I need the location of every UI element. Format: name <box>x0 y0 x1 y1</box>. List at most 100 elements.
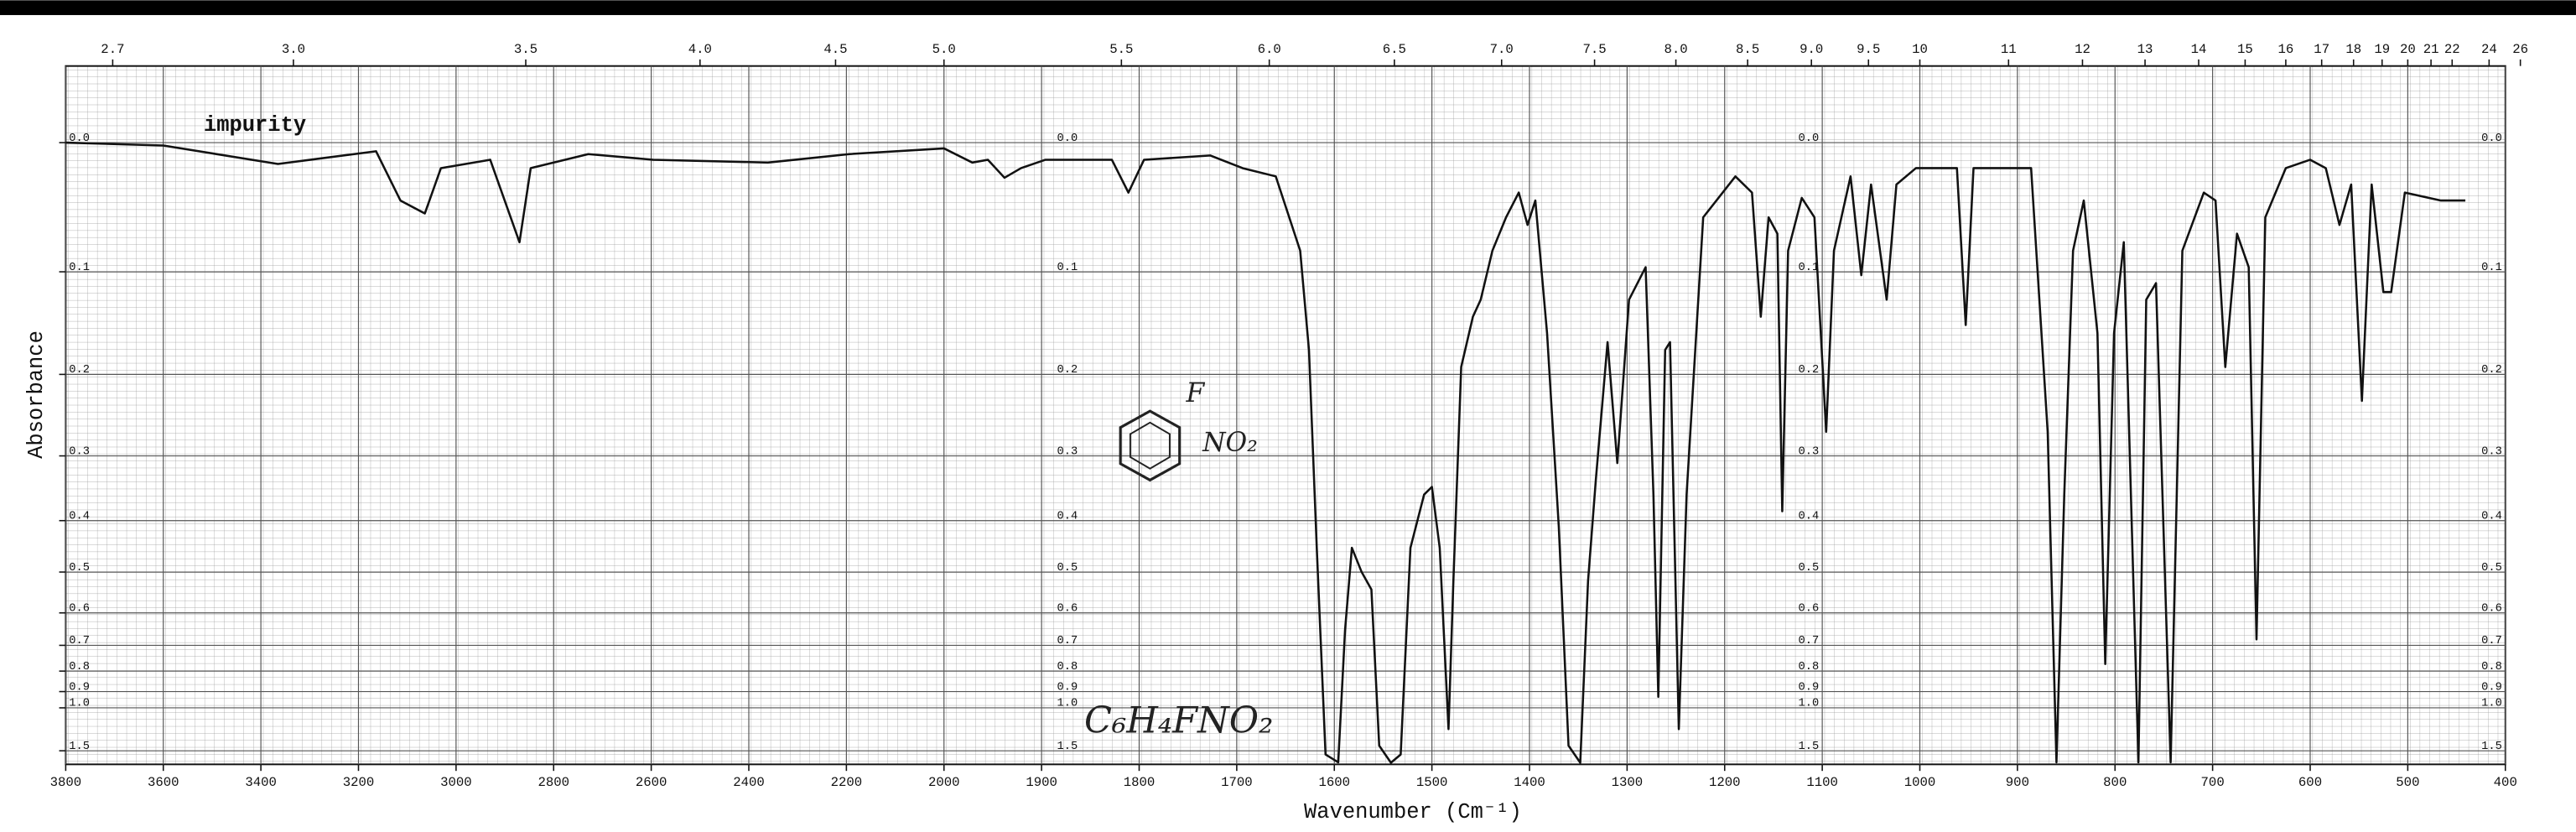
y-tick-label: 0.9 <box>69 681 90 694</box>
x2-tick-label: 17 <box>2314 42 2329 57</box>
benzene-ring <box>1119 409 1182 482</box>
x-tick-label: 500 <box>2396 775 2419 790</box>
x2-tick-label: 10 <box>1912 42 1928 57</box>
y-tick-label: 1.5 <box>69 741 90 753</box>
y-tick-label: 1.5 <box>1057 741 1078 753</box>
y-tick-label: 0.3 <box>1057 445 1078 458</box>
x-tick-label: 1000 <box>1904 775 1936 790</box>
x2-tick-label: 5.0 <box>932 42 956 57</box>
x2-tick-label: 4.0 <box>688 42 712 57</box>
x2-tick-label: 9.0 <box>1800 42 1823 57</box>
x2-tick-label: 7.5 <box>1582 42 1606 57</box>
y-tick-label: 0.6 <box>2481 602 2502 615</box>
y-tick-label: 0.8 <box>1799 661 1820 673</box>
y-tick-label: 0.7 <box>69 635 90 647</box>
x2-tick-label: 5.5 <box>1109 42 1133 57</box>
y-axis-title: Absorbance <box>24 330 49 459</box>
y-tick-label: 0.0 <box>2481 133 2502 145</box>
x2-tick-label: 12 <box>2075 42 2090 57</box>
y-tick-label: 0.3 <box>69 445 90 458</box>
annotation: C₆H₄FNO₂ <box>1084 699 1273 741</box>
y-tick-label: 0.4 <box>1057 510 1078 523</box>
y-tick-label: 0.9 <box>1799 681 1820 694</box>
x-tick-label: 1400 <box>1514 775 1545 790</box>
y-tick-label: 0.7 <box>2481 635 2502 647</box>
annotation: NO₂ <box>1202 428 1258 458</box>
x2-tick-label: 9.5 <box>1857 42 1880 57</box>
y-tick-label: 0.6 <box>1057 602 1078 615</box>
x2-tick-label: 15 <box>2237 42 2253 57</box>
y-tick-label: 0.4 <box>69 510 90 523</box>
y-tick-label: 0.6 <box>1799 602 1820 615</box>
x2-tick-label: 13 <box>2137 42 2153 57</box>
x2-tick-label: 11 <box>2001 42 2017 57</box>
y-tick-label: 0.2 <box>2481 364 2502 377</box>
y-tick-label: 0.3 <box>2481 445 2502 458</box>
x-tick-label: 3200 <box>343 775 375 790</box>
x2-tick-label: 4.5 <box>823 42 847 57</box>
x-tick-label: 2800 <box>538 775 569 790</box>
y-tick-label: 1.5 <box>2481 741 2502 753</box>
x2-tick-label: 6.5 <box>1383 42 1406 57</box>
y-tick-label: 0.0 <box>1057 133 1078 145</box>
y-tick-label: 0.5 <box>69 562 90 575</box>
y-tick-label: 0.9 <box>2481 681 2502 694</box>
y-tick-label: 0.7 <box>1799 635 1820 647</box>
x2-tick-label: 8.5 <box>1736 42 1759 57</box>
y-tick-label: 1.0 <box>69 698 90 710</box>
y-tick-label: 0.2 <box>1057 364 1078 377</box>
x-tick-label: 1900 <box>1026 775 1057 790</box>
x-tick-label: 800 <box>2103 775 2127 790</box>
y-tick-label: 1.0 <box>1057 698 1078 710</box>
x2-tick-label: 18 <box>2345 42 2361 57</box>
x-tick-label: 1200 <box>1709 775 1741 790</box>
y-tick-label: 0.8 <box>2481 661 2502 673</box>
scan-band <box>0 0 2576 15</box>
x2-tick-label: 26 <box>2512 42 2528 57</box>
y-tick-label: 0.0 <box>69 133 90 145</box>
y-tick-label: 0.8 <box>1057 661 1078 673</box>
x-tick-label: 700 <box>2201 775 2225 790</box>
x-tick-label: 2600 <box>636 775 667 790</box>
y-tick-label: 1.5 <box>1799 741 1820 753</box>
x2-tick-label: 3.0 <box>282 42 305 57</box>
x-tick-label: 3000 <box>440 775 472 790</box>
y-tick-label: 0.8 <box>69 661 90 673</box>
x-tick-label: 1300 <box>1612 775 1644 790</box>
x2-tick-label: 16 <box>2278 42 2294 57</box>
x-tick-label: 1100 <box>1806 775 1838 790</box>
x-tick-label: 600 <box>2298 775 2322 790</box>
y-tick-label: 0.6 <box>69 602 90 615</box>
x-tick-label: 2000 <box>928 775 960 790</box>
y-tick-label: 0.5 <box>1057 562 1078 575</box>
y-tick-label: 0.0 <box>1799 133 1820 145</box>
x-tick-label: 3400 <box>245 775 277 790</box>
x-tick-label: 1800 <box>1124 775 1156 790</box>
x2-tick-label: 7.0 <box>1490 42 1514 57</box>
x2-tick-label: 19 <box>2374 42 2390 57</box>
y-tick-label: 0.1 <box>1057 262 1078 274</box>
annotation: impurity <box>204 113 306 138</box>
x2-tick-label: 22 <box>2444 42 2460 57</box>
y-tick-label: 0.1 <box>69 262 90 274</box>
y-tick-label: 0.1 <box>1799 262 1820 274</box>
x2-tick-label: 20 <box>2400 42 2416 57</box>
y-tick-label: 0.7 <box>1057 635 1078 647</box>
x2-tick-label: 14 <box>2191 42 2207 57</box>
y-tick-label: 0.5 <box>2481 562 2502 575</box>
x2-tick-label: 21 <box>2423 42 2439 57</box>
x-tick-label: 400 <box>2494 775 2517 790</box>
x-tick-label: 2400 <box>733 775 765 790</box>
y-tick-label: 1.0 <box>2481 698 2502 710</box>
y-tick-label: 0.5 <box>1799 562 1820 575</box>
y-tick-label: 0.4 <box>1799 510 1820 523</box>
benzene-inner <box>1129 421 1171 470</box>
x2-tick-label: 3.5 <box>514 42 538 57</box>
x-tick-label: 900 <box>2006 775 2029 790</box>
x-tick-label: 3600 <box>148 775 179 790</box>
spectrum-line <box>65 141 2466 764</box>
x2-tick-label: 2.7 <box>101 42 124 57</box>
x2-tick-label: 24 <box>2481 42 2497 57</box>
x-tick-label: 1600 <box>1318 775 1350 790</box>
